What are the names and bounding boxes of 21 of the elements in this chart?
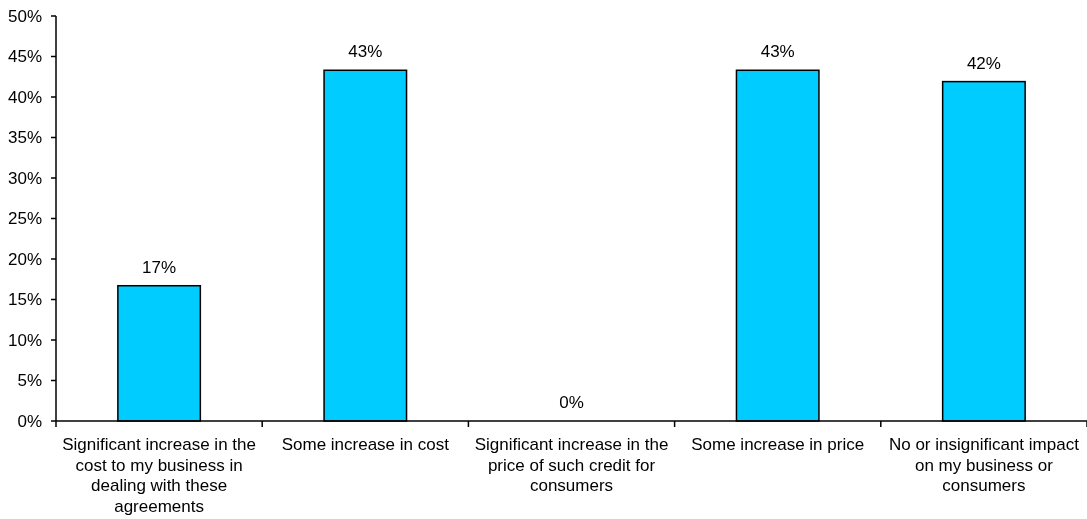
y-tick-label: 40% [7, 87, 42, 107]
y-tick-label: 35% [7, 128, 42, 148]
x-tick-label: Significant increase in the cost to my business in dealing with these agreements [62, 435, 256, 516]
x-tick-label: No or insignificant impact on my business or consumers [888, 435, 1080, 495]
y-tick-label: 10% [7, 330, 42, 350]
data-label: 17% [142, 257, 177, 277]
y-tick-label: 25% [7, 209, 42, 229]
data-label: 43% [760, 42, 795, 62]
data-label: 0% [559, 393, 584, 412]
x-tick-label: Some increase in price [691, 435, 865, 454]
y-tick-label: 45% [7, 47, 42, 67]
y-tick-label: 0% [17, 411, 42, 431]
y-tick-label: 50% [7, 6, 42, 26]
y-tick-label: 30% [7, 168, 42, 188]
data-label: 43% [348, 42, 383, 62]
x-tick-label: Significant increase in the price of such credit for consumers [474, 435, 669, 495]
x-tick-label: Some increase in cost [281, 435, 450, 454]
data-label: 42% [966, 53, 1001, 73]
y-tick-label: 15% [7, 290, 42, 310]
y-tick-label: 5% [17, 371, 42, 391]
y-tick-label: 20% [7, 249, 42, 269]
